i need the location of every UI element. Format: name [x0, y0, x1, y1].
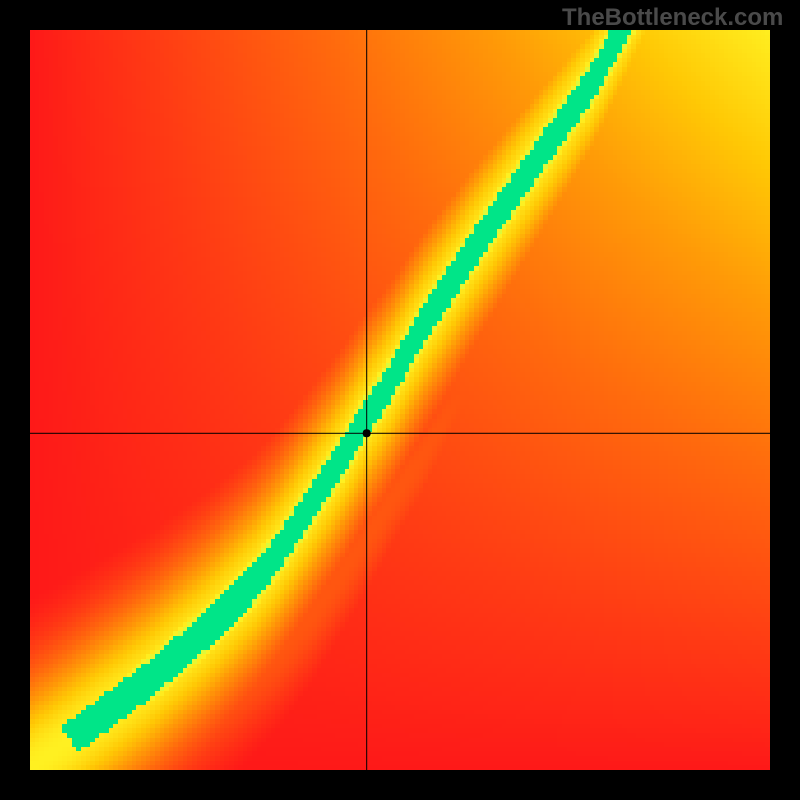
- chart-container: TheBottleneck.com: [0, 0, 800, 800]
- bottleneck-heatmap: [0, 0, 800, 800]
- watermark-text: TheBottleneck.com: [562, 4, 783, 32]
